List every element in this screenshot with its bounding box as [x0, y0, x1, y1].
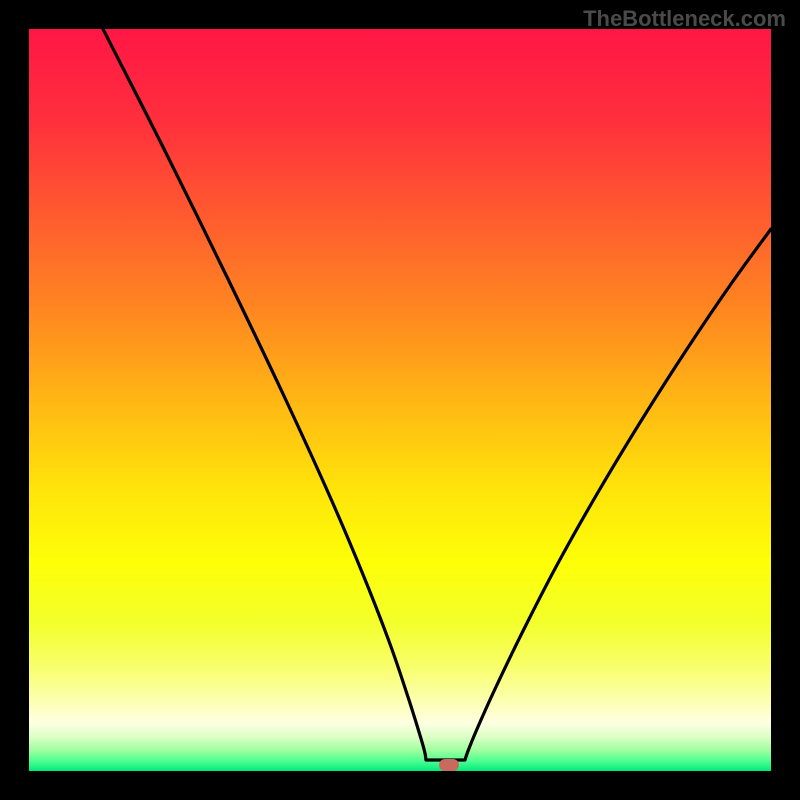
plot-area [29, 29, 771, 771]
optimum-marker [439, 759, 459, 771]
chart-root: TheBottleneck.com [0, 0, 800, 800]
bottleneck-curve [103, 29, 771, 760]
curve-layer [29, 29, 771, 771]
